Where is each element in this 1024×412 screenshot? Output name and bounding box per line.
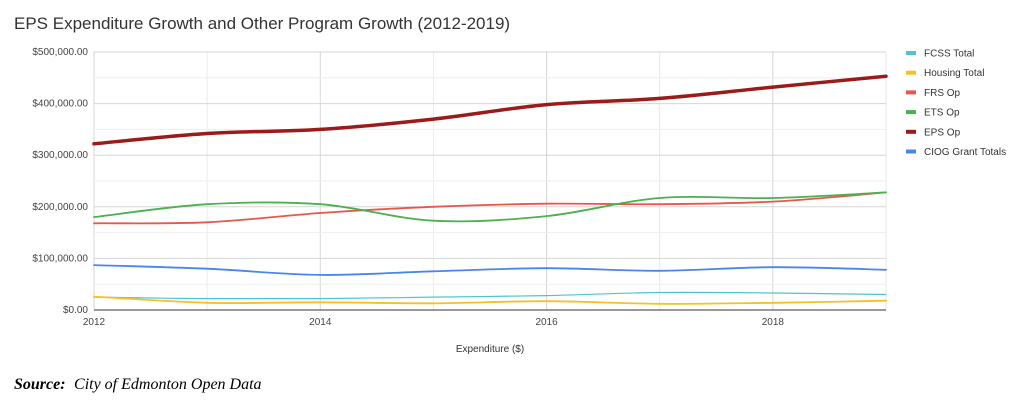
series-line-housing-total — [93, 295, 887, 305]
legend-label-eps-op: EPS Op — [924, 127, 961, 138]
legend-label-frs-op: FRS Op — [924, 88, 961, 99]
series-lines — [92, 74, 888, 305]
series-line-ciog-grant-totals — [93, 264, 887, 276]
y-tick-label: $400,000.00 — [32, 99, 88, 110]
series-line-fcss-total — [93, 291, 887, 300]
grid-lines — [93, 51, 887, 311]
legend-label-ets-op: ETS Op — [924, 108, 960, 119]
series-line-eps-op — [92, 74, 888, 146]
y-tick-label: $500,000.00 — [32, 47, 88, 58]
y-axis-ticks: $0.00 $100,000.00 $200,000.00 $300,000.00 $4… — [32, 47, 88, 316]
y-tick-label: $100,000.00 — [32, 253, 88, 264]
x-tick-label: 2012 — [83, 317, 106, 328]
legend-label-ciog-grant-totals: CIOG Grant Totals — [924, 147, 1006, 158]
source-value: City of Edmonton Open Data — [74, 376, 262, 393]
legend-swatch-eps-op — [906, 129, 916, 134]
chart-title: EPS Expenditure Growth and Other Program… — [14, 14, 510, 33]
legend-label-fcss-total: FCSS Total — [924, 49, 974, 60]
source-label: Source: — [14, 376, 66, 393]
y-tick-label: $200,000.00 — [32, 202, 88, 213]
x-tick-label: 2018 — [762, 317, 785, 328]
x-tick-label: 2016 — [535, 317, 558, 328]
x-axis-label: Expenditure ($) — [456, 344, 524, 355]
series-line-ets-op — [93, 191, 887, 223]
legend-swatch-ciog-grant-totals — [906, 149, 916, 154]
legend-swatch-housing-total — [906, 70, 916, 75]
series-line-frs-op — [93, 191, 887, 225]
legend-swatch-ets-op — [906, 110, 916, 115]
legend: FCSS Total Housing Total FRS Op ETS Op EPS O… — [906, 49, 1006, 158]
x-tick-label: 2014 — [309, 317, 332, 328]
y-tick-label: $0.00 — [63, 305, 88, 316]
legend-swatch-fcss-total — [906, 51, 916, 55]
y-tick-label: $300,000.00 — [32, 150, 88, 161]
x-axis-ticks: 2012 2014 2016 2018 — [83, 317, 785, 328]
source-line: Source: City of Edmonton Open Data — [14, 376, 262, 393]
legend-label-housing-total: Housing Total — [924, 68, 984, 79]
legend-swatch-frs-op — [906, 90, 916, 95]
